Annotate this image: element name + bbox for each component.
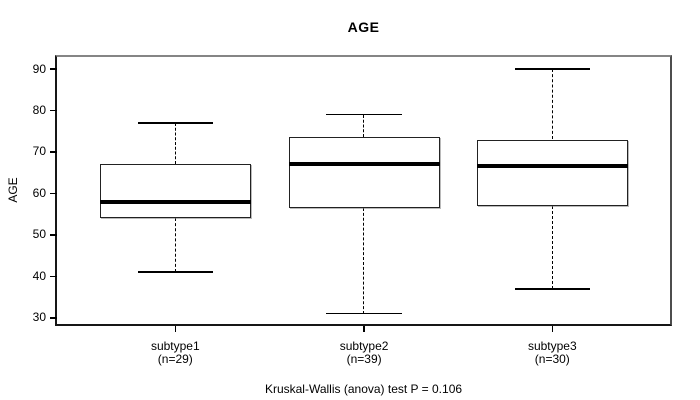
x-axis-tick: [551, 326, 554, 332]
lower-whisker-line: [551, 205, 553, 289]
median-line: [288, 162, 440, 167]
median-line: [99, 199, 251, 204]
iqr-box: [476, 139, 628, 206]
upper-whisker-line: [363, 114, 365, 138]
group-n-count: (n=39): [346, 352, 382, 366]
y-axis-tick: [50, 109, 57, 112]
y-axis-tick: [50, 275, 57, 278]
x-axis-group-label: subtype2 (n=39): [289, 340, 439, 366]
stat-test-caption: Kruskal-Wallis (anova) test P = 0.106: [264, 382, 463, 396]
x-axis-group-label: subtype1 (n=29): [100, 340, 250, 366]
y-axis-tick-label: 70: [32, 144, 46, 159]
y-axis-tick-label: 30: [32, 310, 46, 325]
y-axis-title: AGE: [6, 177, 20, 203]
y-axis-tick-label: 60: [32, 185, 46, 200]
group-name: subtype3: [527, 339, 577, 353]
iqr-box: [288, 137, 440, 208]
x-axis-tick: [363, 326, 365, 332]
lower-whisker-line: [363, 207, 365, 314]
group-name: subtype2: [339, 339, 389, 353]
x-axis-group-label: subtype3 (n=30): [477, 340, 627, 366]
y-axis-tick-label: 40: [32, 268, 46, 283]
group-name: subtype1: [150, 339, 200, 353]
lower-whisker-line: [174, 218, 176, 273]
upper-whisker-cap: [326, 113, 402, 116]
upper-whisker-cap: [514, 68, 590, 70]
median-line: [476, 164, 628, 169]
y-axis-tick: [50, 234, 57, 236]
y-axis-tick: [50, 68, 57, 70]
group-n-count: (n=29): [157, 352, 193, 366]
upper-whisker-line: [551, 69, 553, 140]
upper-whisker-cap: [137, 122, 213, 124]
y-axis-tick-label: 50: [32, 227, 46, 242]
y-axis-tick-label: 90: [32, 61, 46, 76]
iqr-box: [99, 164, 251, 219]
lower-whisker-cap: [514, 288, 590, 290]
lower-whisker-cap: [137, 271, 213, 273]
y-axis-tick: [50, 192, 57, 195]
x-axis-tick: [174, 326, 177, 332]
chart-title: AGE: [347, 19, 380, 35]
y-axis-tick: [50, 151, 57, 153]
y-axis-tick: [50, 317, 57, 319]
upper-whisker-line: [174, 122, 176, 165]
y-axis-tick-label: 80: [32, 102, 46, 117]
lower-whisker-cap: [326, 312, 402, 315]
group-n-count: (n=30): [534, 352, 570, 366]
